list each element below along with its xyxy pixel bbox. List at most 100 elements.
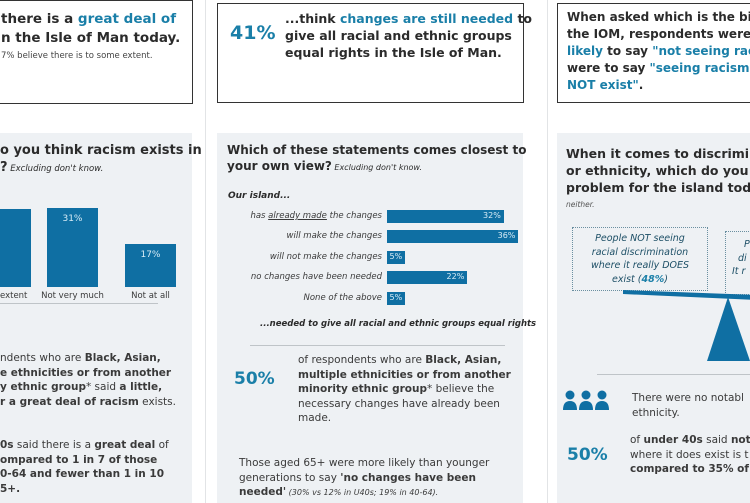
text-bold: 0s <box>0 439 14 451</box>
stat-percent: 50% <box>567 445 608 465</box>
text: ethnicity. <box>632 406 680 419</box>
statement-label: None of the above <box>303 293 383 303</box>
statement-bar: 22% <box>387 271 468 284</box>
text: di <box>738 252 747 264</box>
headline-text: When asked which is the big the IOM, res… <box>567 9 750 94</box>
text: where it really DOES <box>590 260 690 271</box>
question-line: or ethnicity, which do you th <box>566 163 750 178</box>
headline-part: were to say <box>567 61 650 75</box>
text-bold: great deal <box>94 439 156 451</box>
divider <box>597 374 750 375</box>
racism-bar-label: extent <box>0 291 28 301</box>
text-note: (30% vs 12% in U40s; 19% in 40-64). <box>286 488 439 497</box>
stat-text: of respondents who are Black, Asian, mul… <box>298 353 511 426</box>
text: * said <box>85 381 120 393</box>
headline-part: When asked which is the big <box>567 10 750 24</box>
question-line: your own view? <box>227 159 332 173</box>
headline-part: to say <box>602 44 653 58</box>
text: People NOT seeing <box>595 233 685 244</box>
text: generations to say <box>239 471 341 484</box>
text-bold: not <box>730 434 750 446</box>
text: of <box>155 439 169 451</box>
text: exist ( <box>612 273 642 285</box>
question-line: o you think racism exists in <box>0 143 202 158</box>
racism-exists-panel: o you think racism exists in ? Excluding… <box>0 133 202 503</box>
headline-highlight: great deal of <box>77 11 177 27</box>
statement-label: will make the changes <box>286 231 382 241</box>
age-paragraph: 0s said there is a great deal of ompared… <box>0 438 169 496</box>
text: Those aged 65+ were more likely than you… <box>239 457 490 469</box>
headline-highlight: NOT exist" <box>567 78 639 92</box>
statement-bar: 36% <box>387 230 519 243</box>
text: P <box>744 239 750 250</box>
emphasis-already-made: already made <box>268 211 327 221</box>
text-bold: 0-64 and fewer than 1 in 10 <box>0 468 165 480</box>
statement-label: no changes have been needed <box>250 272 382 282</box>
closest-view-panel: Which of these statements comes closest … <box>217 133 536 503</box>
text: where it does exist is t <box>630 448 749 461</box>
headline-highlight: likely <box>567 44 603 58</box>
text-bold: ompared to 1 in 7 of those <box>0 453 158 466</box>
headline-text: there is a great deal of n the Isle of M… <box>1 10 180 48</box>
text-bold: multiple ethnicities or from another <box>298 368 511 381</box>
headline-part: give all racial and ethnic groups <box>285 28 512 43</box>
statement-label: will not make the changes <box>269 252 382 262</box>
text-bold: 5+. <box>0 482 21 495</box>
chart-footer: ...needed to give all racial and ethnic … <box>260 319 537 329</box>
our-island-label: Our island... <box>228 191 291 201</box>
column-divider <box>547 0 548 503</box>
scale-fulcrum <box>707 297 750 361</box>
text: It r <box>732 266 746 277</box>
question-line: problem for the island today <box>566 180 750 195</box>
statement-bar: 5% <box>387 292 406 305</box>
stat-text: of under 40s said not where it does exis… <box>630 433 750 477</box>
question-line: ? <box>0 160 8 175</box>
headline-percent: 41% <box>230 22 276 44</box>
text-bold: under 40s <box>643 434 703 446</box>
text: racial discrimination <box>591 246 689 258</box>
text-bold: compared to 35% of <box>630 463 749 475</box>
scale-left-percent: 48% <box>641 273 665 285</box>
text: of respondents who are <box>298 354 426 366</box>
stat-percent: 50% <box>234 369 275 389</box>
headline-box-great-deal: there is a great deal of n the Isle of M… <box>0 0 193 104</box>
headline-part: to <box>513 11 533 26</box>
text-bold: a little, <box>119 381 163 393</box>
bame-paragraph: ndents who are Black, Asian, e ethniciti… <box>0 351 176 409</box>
statement-bar: 5% <box>387 251 406 264</box>
headline-highlight: "seeing racism w <box>649 61 750 75</box>
question-title: When it comes to discriminat or ethnicit… <box>566 145 750 196</box>
question-note: neither. <box>566 200 595 209</box>
headline-box-biggest-problem: When asked which is the big the IOM, res… <box>557 3 750 103</box>
headline-highlight: changes are still needed <box>339 11 514 26</box>
scale-beam <box>623 290 750 300</box>
headline-part: ...think <box>285 11 340 26</box>
headline-part: the IOM, respondents were <box>567 27 750 41</box>
question-line: When it comes to discriminat <box>566 146 750 161</box>
text-bold: r a great deal of racism <box>0 395 139 408</box>
question-note: Excluding don't know. <box>7 164 104 174</box>
question-title: o you think racism exists in ? Excluding… <box>0 142 202 178</box>
text: exists. <box>138 395 176 408</box>
statement-bar: 32% <box>387 210 504 223</box>
balance-scale-icon <box>623 290 750 361</box>
text: There were no notabl <box>632 392 744 404</box>
headline-box-changes-needed: 41% ...think changes are still needed to… <box>217 3 532 103</box>
age-note: Those aged 65+ were more likely than you… <box>239 456 489 501</box>
headline-part: there is a <box>1 11 78 27</box>
statement-label: has already made the changes <box>250 211 382 221</box>
discrimination-panel: When it comes to discriminat or ethnicit… <box>557 133 750 503</box>
divider <box>250 345 505 346</box>
racism-bar: 17% <box>125 243 176 287</box>
text-bold: Black, Asian, <box>425 354 502 366</box>
headline-highlight: "not seeing rac <box>652 44 750 58</box>
scale-left-box: People NOT seeing racial discrimination … <box>572 227 708 291</box>
racism-bar-label: Not at all <box>131 291 170 301</box>
headline-text: ...think changes are still needed to giv… <box>285 10 532 61</box>
headline-part: . <box>638 78 644 92</box>
question-note: Excluding don't know. <box>331 163 422 172</box>
text: ndents who are <box>0 352 85 364</box>
text-bold: e ethnicities or from another <box>0 366 172 379</box>
headline-part: equal rights in the Isle of Man. <box>285 45 502 60</box>
text: of <box>630 434 644 446</box>
